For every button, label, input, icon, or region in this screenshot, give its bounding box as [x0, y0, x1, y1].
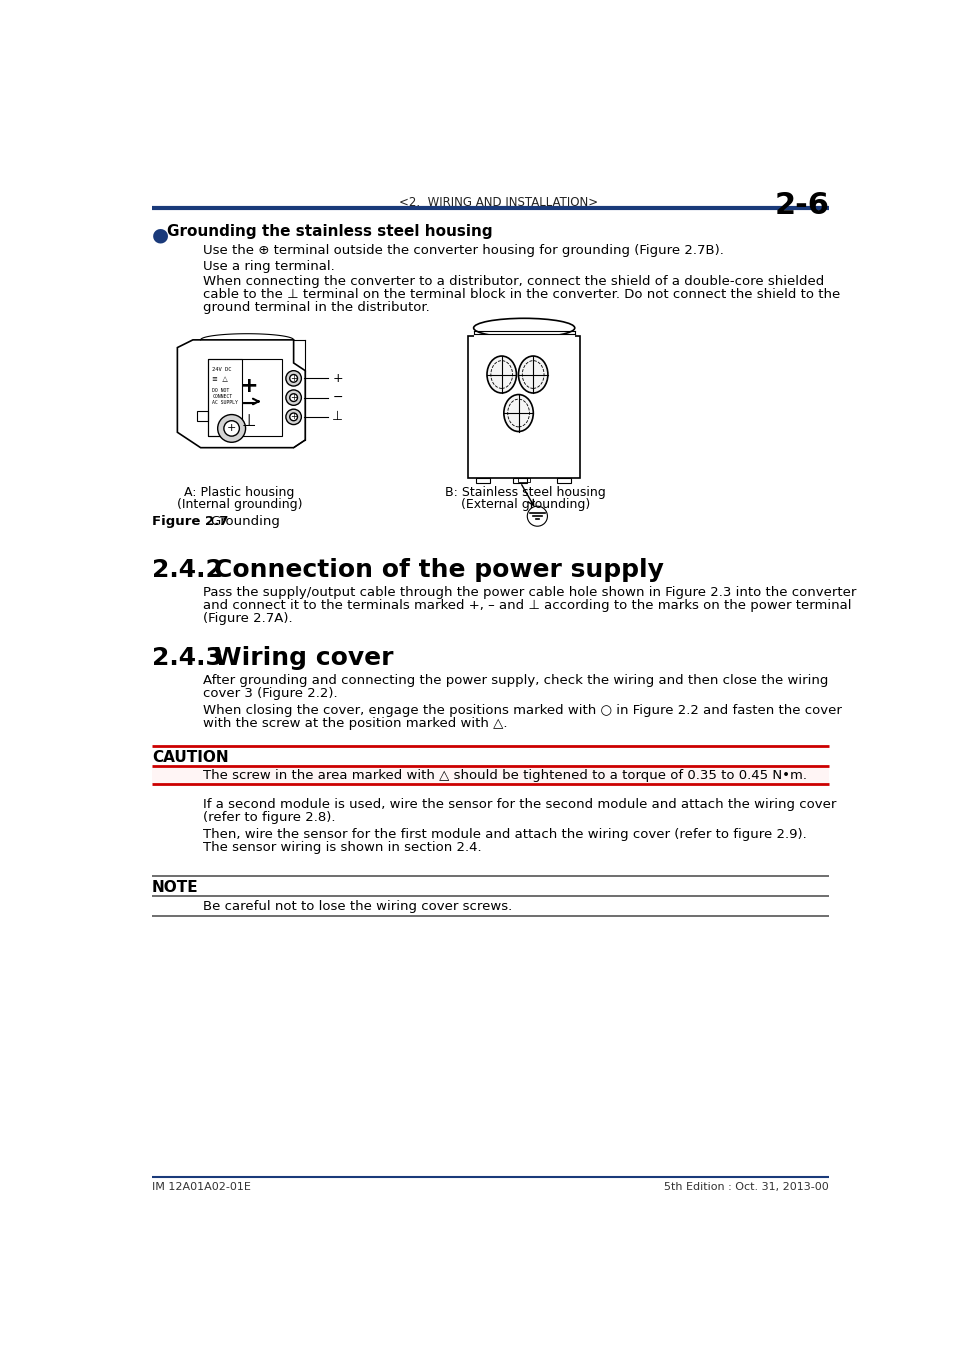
Text: 24V DC: 24V DC — [212, 367, 232, 371]
Bar — [557, 478, 571, 483]
Text: If a second module is used, wire the sensor for the second module and attach the: If a second module is used, wire the sen… — [203, 798, 836, 811]
Text: When connecting the converter to a distributor, connect the shield of a double-c: When connecting the converter to a distr… — [203, 275, 823, 288]
Bar — [517, 478, 530, 482]
Bar — [512, 478, 526, 483]
Text: (Internal grounding): (Internal grounding) — [176, 498, 302, 510]
Text: +: + — [332, 371, 343, 385]
Text: 2.4.2: 2.4.2 — [152, 558, 222, 582]
Text: 2.4.3: 2.4.3 — [152, 647, 222, 671]
Circle shape — [290, 374, 297, 382]
Bar — [208, 359, 241, 436]
Text: Pass the supply/output cable through the power cable hole shown in Figure 2.3 in: Pass the supply/output cable through the… — [203, 586, 856, 598]
Text: Figure 2.7: Figure 2.7 — [152, 516, 228, 528]
Text: Use a ring terminal.: Use a ring terminal. — [203, 259, 335, 273]
Text: Connection of the power supply: Connection of the power supply — [213, 558, 663, 582]
Text: Wiring cover: Wiring cover — [213, 647, 393, 671]
Circle shape — [290, 413, 297, 421]
Text: −: − — [240, 394, 256, 413]
Text: ●: ● — [152, 225, 169, 244]
Text: and connect it to the terminals marked +, – and ⊥ according to the marks on the : and connect it to the terminals marked +… — [203, 598, 851, 612]
Text: B: Stainless steel housing: B: Stainless steel housing — [444, 486, 605, 500]
Text: ≡  △: ≡ △ — [212, 377, 228, 382]
Text: NOTE: NOTE — [152, 880, 198, 895]
Text: (refer to figure 2.8).: (refer to figure 2.8). — [203, 811, 335, 824]
Text: −: − — [332, 392, 342, 404]
Text: IM 12A01A02-01E: IM 12A01A02-01E — [152, 1183, 251, 1192]
Bar — [152, 765, 828, 784]
Text: +: + — [290, 393, 296, 402]
Text: <2.  WIRING AND INSTALLATION>: <2. WIRING AND INSTALLATION> — [399, 196, 598, 209]
Text: When closing the cover, engage the positions marked with ○ in Figure 2.2 and fas: When closing the cover, engage the posit… — [203, 705, 841, 717]
Text: +: + — [227, 424, 236, 433]
Text: +: + — [239, 377, 258, 396]
Text: Then, wire the sensor for the first module and attach the wiring cover (refer to: Then, wire the sensor for the first modu… — [203, 828, 806, 841]
Text: 5th Edition : Oct. 31, 2013-00: 5th Edition : Oct. 31, 2013-00 — [663, 1183, 828, 1192]
Text: ⊥: ⊥ — [332, 410, 343, 424]
Ellipse shape — [517, 356, 547, 393]
Circle shape — [286, 371, 301, 386]
Bar — [208, 359, 282, 436]
Text: Use the ⊕ terminal outside the converter housing for grounding (Figure 2.7B).: Use the ⊕ terminal outside the converter… — [203, 244, 723, 258]
Bar — [476, 478, 489, 483]
Text: The screw in the area marked with △ should be tightened to a torque of 0.35 to 0: The screw in the area marked with △ shou… — [203, 768, 806, 782]
Text: DO NOT
CONNECT
AC SUPPLY: DO NOT CONNECT AC SUPPLY — [212, 389, 238, 405]
Text: After grounding and connecting the power supply, check the wiring and then close: After grounding and connecting the power… — [203, 674, 827, 687]
Text: Be careful not to lose the wiring cover screws.: Be careful not to lose the wiring cover … — [203, 900, 512, 914]
Text: cable to the ⊥ terminal on the terminal block in the converter. Do not connect t: cable to the ⊥ terminal on the terminal … — [203, 289, 840, 301]
Text: +: + — [290, 374, 296, 383]
Text: Grounding the stainless steel housing: Grounding the stainless steel housing — [167, 224, 493, 239]
Text: with the screw at the position marked with △.: with the screw at the position marked wi… — [203, 717, 507, 730]
Circle shape — [286, 390, 301, 405]
Text: cover 3 (Figure 2.2).: cover 3 (Figure 2.2). — [203, 687, 337, 701]
Text: ⊥: ⊥ — [241, 412, 255, 429]
Text: Grounding: Grounding — [210, 516, 279, 528]
Text: 2-6: 2-6 — [773, 192, 828, 220]
Text: +: + — [290, 412, 296, 421]
Text: A: Plastic housing: A: Plastic housing — [184, 486, 294, 500]
Circle shape — [290, 394, 297, 401]
Bar — [196, 412, 208, 421]
Text: (Figure 2.7A).: (Figure 2.7A). — [203, 612, 293, 625]
Text: ground terminal in the distributor.: ground terminal in the distributor. — [203, 301, 429, 315]
Text: The sensor wiring is shown in section 2.4.: The sensor wiring is shown in section 2.… — [203, 841, 481, 855]
Text: (External grounding): (External grounding) — [460, 498, 589, 510]
Bar — [473, 335, 574, 340]
Circle shape — [286, 409, 301, 424]
Ellipse shape — [486, 356, 516, 393]
Text: CAUTION: CAUTION — [152, 751, 228, 765]
Circle shape — [217, 414, 245, 443]
Ellipse shape — [503, 394, 533, 432]
Circle shape — [224, 421, 239, 436]
